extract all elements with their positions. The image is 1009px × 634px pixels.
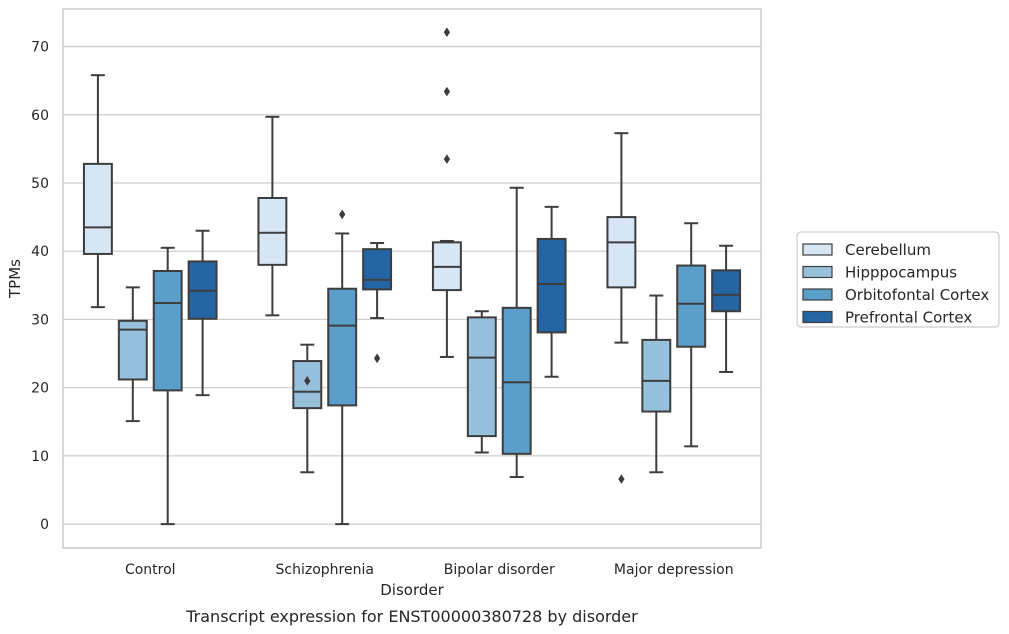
box-iqr (676, 264, 707, 348)
outlier-point (618, 474, 625, 484)
legend-swatch (802, 265, 833, 279)
box-prefrontal-cortex-1 (362, 242, 393, 364)
outlier-point (443, 86, 451, 97)
box-hipppocampus-3 (641, 294, 672, 474)
legend-item-hipppocampus[interactable]: Hipppocampus (802, 264, 957, 282)
legend-item-orbitofontal-cortex[interactable]: Orbitofontal Cortex (802, 286, 989, 304)
box-iqr (711, 269, 742, 313)
chart-caption: Transcript expression for ENST0000038072… (185, 607, 638, 626)
y-tick-label: 20 (31, 381, 49, 397)
outlier-point (304, 376, 311, 386)
y-axis-ticks: 0 10 20 30 40 50 60 70 (31, 40, 49, 534)
box-hipppocampus-2 (466, 310, 497, 454)
y-tick-label: 10 (31, 449, 49, 465)
y-tick-label: 30 (31, 312, 49, 328)
x-axis-label: Disorder (380, 581, 444, 599)
box-iqr (641, 338, 672, 413)
box-cerebellum-0 (82, 74, 113, 309)
box-orbitofontal-cortex-0 (152, 246, 183, 526)
outlier-point (373, 353, 381, 364)
legend-frame (796, 231, 1000, 328)
x-tick-label: Control (125, 562, 176, 578)
box-prefrontal-cortex-2 (536, 205, 567, 378)
box-hipppocampus-0 (117, 286, 148, 423)
outlier-point (339, 209, 346, 220)
box-iqr (501, 306, 532, 455)
box-iqr (327, 287, 358, 407)
legend-item-prefrontal-cortex[interactable]: Prefrontal Cortex (802, 309, 972, 327)
box-hipppocampus-1 (292, 343, 323, 474)
x-tick-label: Bipolar disorder (444, 562, 555, 578)
legend-swatch (802, 243, 833, 256)
box-iqr (362, 248, 393, 291)
outlier-point (443, 154, 451, 164)
y-tick-label: 60 (31, 108, 49, 124)
box-plot-series (82, 27, 742, 526)
y-tick-label: 0 (40, 517, 49, 533)
legend-label: Prefrontal Cortex (845, 309, 972, 327)
box-iqr (152, 269, 183, 392)
box-cerebellum-3 (606, 132, 637, 484)
box-iqr (466, 316, 497, 438)
y-axis-label: TPMs (6, 259, 24, 299)
x-tick-label: Schizophrenia (276, 562, 374, 578)
box-prefrontal-cortex-3 (711, 244, 742, 373)
box-cerebellum-1 (257, 115, 288, 317)
box-cerebellum-2 (431, 27, 462, 358)
x-axis-ticks: Control Schizophrenia Bipolar disorder Majo… (125, 562, 734, 578)
box-iqr (606, 216, 637, 289)
box-iqr (82, 162, 113, 255)
plot-frame (62, 8, 762, 549)
box-iqr (257, 196, 288, 266)
legend-label: Orbitofontal Cortex (845, 286, 989, 304)
outlier-point (443, 27, 451, 38)
box-orbitofontal-cortex-2 (501, 186, 532, 479)
legend-swatch (802, 310, 833, 324)
box-iqr (536, 237, 567, 334)
y-tick-label: 70 (31, 40, 49, 56)
box-orbitofontal-cortex-3 (676, 222, 707, 448)
box-orbitofontal-cortex-1 (327, 209, 358, 526)
legend-swatch (802, 288, 833, 301)
legend-item-cerebellum[interactable]: Cerebellum (802, 241, 931, 259)
box-prefrontal-cortex-0 (187, 229, 218, 397)
legend-label: Hipppocampus (845, 264, 957, 282)
legend[interactable]: Cerebellum Hipppocampus Orbitofontal Corte… (796, 231, 1000, 328)
y-tick-label: 40 (31, 244, 49, 260)
legend-label: Cerebellum (845, 241, 931, 259)
y-tick-label: 50 (31, 176, 49, 192)
x-tick-label: Major depression (614, 562, 734, 578)
